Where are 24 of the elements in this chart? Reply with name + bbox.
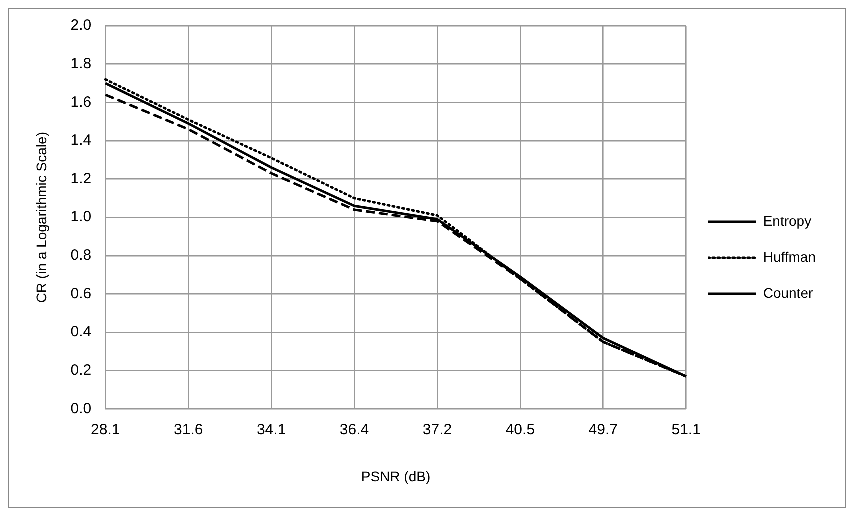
x-tick-label: 28.1 [91, 421, 120, 438]
y-axis-title: CR (in a Logarithmic Scale) [33, 132, 50, 304]
y-tick-label: 1.0 [70, 208, 92, 226]
x-tick-label: 34.1 [256, 421, 286, 438]
y-tick-label: 0.4 [70, 324, 92, 341]
legend-label: Entropy [763, 212, 812, 229]
x-tick-label: 31.6 [174, 421, 204, 438]
y-tick-label: 1.2 [70, 170, 92, 188]
y-tick-label: 2.0 [70, 17, 92, 34]
y-tick-label: 1.8 [70, 55, 92, 72]
y-tick-label: 0.8 [70, 247, 92, 264]
legend-label: Counter [763, 284, 814, 301]
y-tick-label: 0.2 [70, 362, 92, 380]
x-axis-title: PSNR (dB) [361, 468, 431, 484]
y-tick-label: 0.6 [70, 285, 92, 302]
y-tick-label: 1.6 [70, 94, 92, 111]
x-tick-label: 37.2 [422, 421, 452, 438]
x-tick-label: 51.1 [672, 421, 701, 438]
x-tick-label: 49.7 [588, 421, 618, 438]
x-tick-label: 40.5 [506, 421, 536, 438]
legend-label: Huffman [763, 248, 816, 265]
y-tick-label: 0.0 [70, 400, 92, 418]
x-tick-label: 36.4 [340, 421, 370, 438]
y-tick-label: 1.4 [70, 132, 92, 150]
